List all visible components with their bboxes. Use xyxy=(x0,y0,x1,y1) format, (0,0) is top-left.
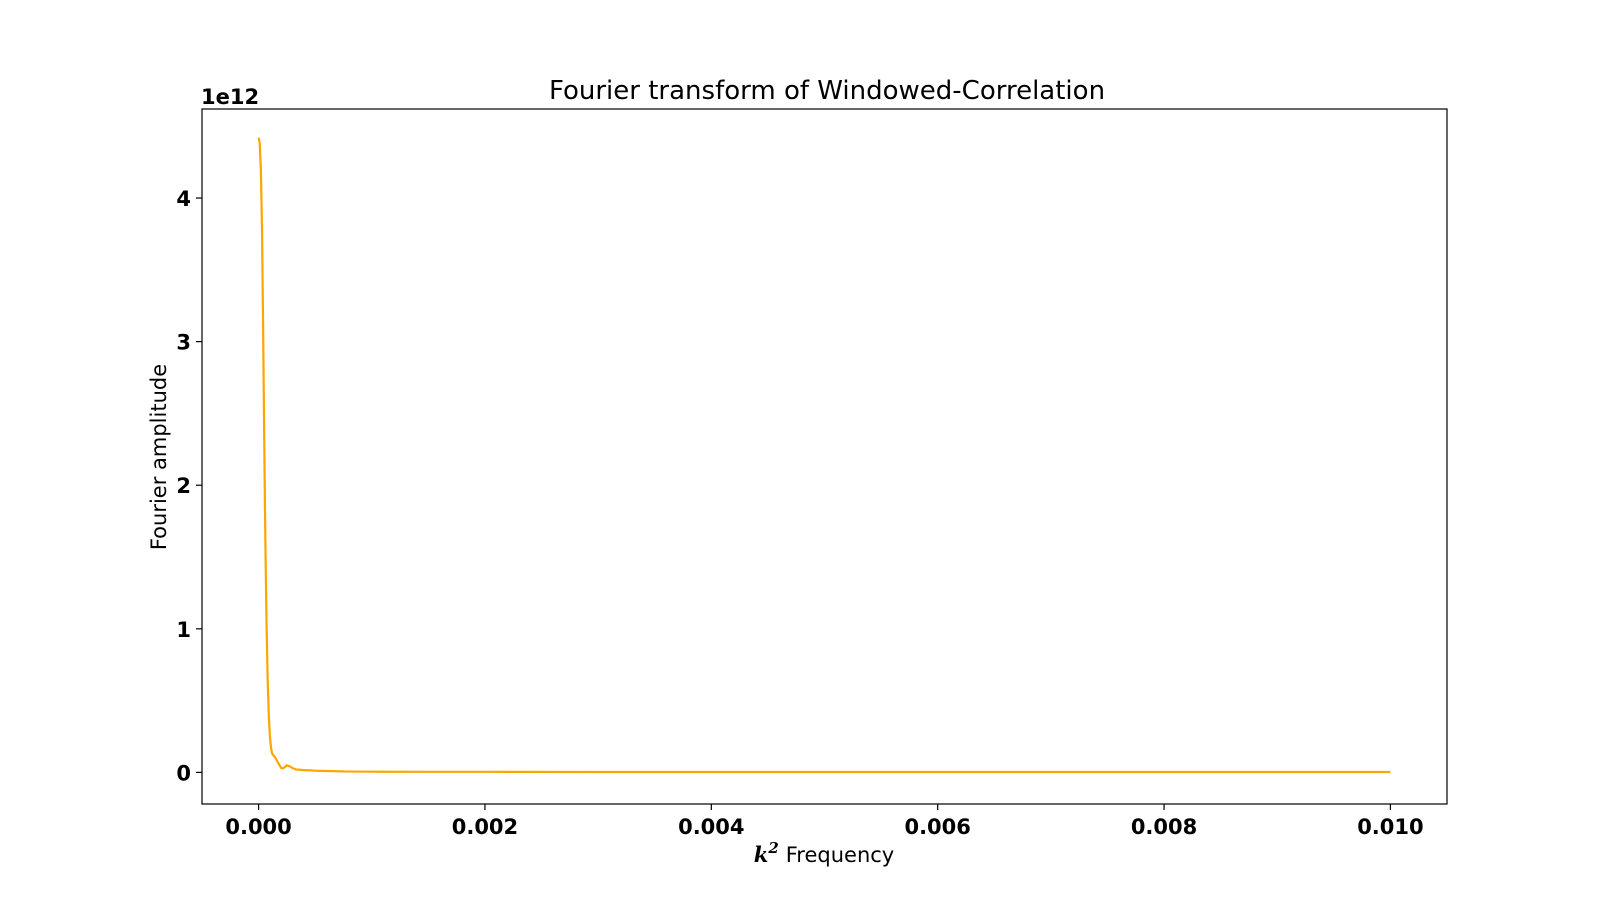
x-axis-ticks: 0.000 0.002 0.004 0.006 0.008 0.010 xyxy=(225,804,1424,839)
y-tick-label: 3 xyxy=(176,331,191,355)
y-tick-label: 4 xyxy=(176,187,191,211)
y-tick-label: 1 xyxy=(176,618,191,642)
x-tick-label: 0.004 xyxy=(678,815,744,839)
x-axis-label-exponent: 2 xyxy=(767,839,778,857)
chart-title: Fourier transform of Windowed-Correlatio… xyxy=(549,76,1105,106)
x-axis-label: k2 Frequency xyxy=(754,839,895,867)
y-tick-label: 2 xyxy=(176,474,191,498)
series-layer xyxy=(257,137,1391,774)
x-tick-label: 0.002 xyxy=(452,815,518,839)
y-axis-ticks: 0 1 2 3 4 xyxy=(176,187,202,785)
x-tick-label: 0.010 xyxy=(1357,815,1423,839)
y-axis-label: Fourier amplitude xyxy=(147,364,171,550)
x-tick-label: 0.000 xyxy=(225,815,291,839)
x-tick-label: 0.006 xyxy=(904,815,970,839)
plot-area-frame xyxy=(201,108,1448,805)
series-line-0 xyxy=(257,137,1391,774)
x-axis-label-text: Frequency xyxy=(786,843,895,867)
y-axis-offset-text: 1e12 xyxy=(201,85,259,109)
x-axis-label-symbol: k xyxy=(754,842,769,867)
y-tick-label: 0 xyxy=(176,761,191,785)
x-tick-label: 0.008 xyxy=(1131,815,1197,839)
